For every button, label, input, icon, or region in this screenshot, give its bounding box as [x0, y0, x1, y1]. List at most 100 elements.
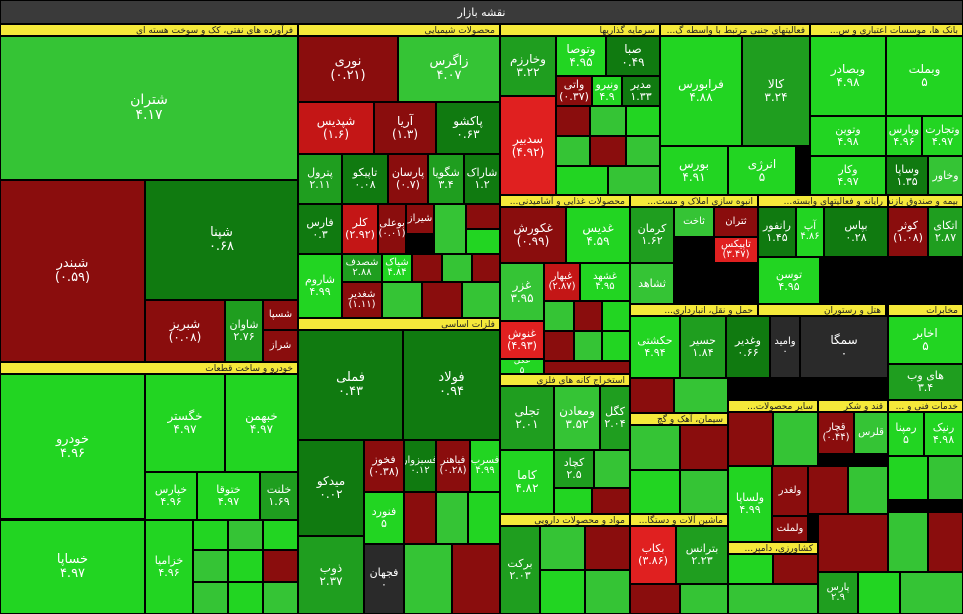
tile-11[interactable]: پاکشو ۰.۶۳ [436, 102, 500, 154]
tile-72[interactable]: تاپیکس (۳.۴۷) [714, 237, 758, 263]
minor-tile[interactable] [590, 106, 626, 136]
tile-94[interactable]: رمپنا ۵ [888, 412, 924, 456]
tile-16[interactable]: شاراک ۱.۲ [464, 154, 500, 204]
tile-95[interactable]: رنیک ۴.۹۸ [924, 412, 963, 456]
tile-1[interactable]: شبندر (۰.۵۹) [0, 180, 145, 362]
minor-tile[interactable] [263, 550, 298, 582]
minor-tile[interactable] [626, 136, 660, 166]
tile-23[interactable]: شاروم ۴.۹۹ [298, 254, 342, 318]
minor-tile[interactable] [728, 412, 773, 466]
tile-77[interactable]: اتکای ۲.۸۷ [928, 207, 963, 257]
tile-63[interactable]: غدیس ۴.۵۹ [566, 207, 630, 263]
tile-65[interactable]: غبهار (۲.۸۷) [544, 263, 580, 301]
minor-tile[interactable] [594, 450, 630, 488]
tile-68[interactable]: غگل ۵ [500, 359, 544, 374]
minor-tile[interactable] [630, 584, 680, 614]
minor-tile[interactable] [928, 512, 963, 572]
minor-tile[interactable] [858, 572, 900, 614]
tile-96[interactable]: ولساپا ۴.۹۹ [728, 466, 772, 542]
minor-tile[interactable] [466, 204, 500, 229]
tile-13[interactable]: تاپیکو ۰.۰۸ [342, 154, 388, 204]
minor-tile[interactable] [630, 378, 674, 413]
minor-tile[interactable] [540, 526, 585, 570]
tile-14[interactable]: پارسان (۰.۷) [388, 154, 428, 204]
tile-7[interactable]: نوری (۰.۲۱) [298, 36, 398, 102]
minor-tile[interactable] [472, 254, 500, 282]
minor-tile[interactable] [263, 520, 298, 550]
tile-22[interactable]: شیاک ۴.۸۴ [382, 254, 412, 282]
tile-102[interactable]: ولملت [772, 516, 808, 542]
tile-70[interactable]: ثاخت [674, 207, 714, 237]
minor-tile[interactable] [412, 254, 442, 282]
tile-98[interactable]: برکت ۲.۰۳ [500, 526, 540, 614]
minor-tile[interactable] [608, 166, 660, 195]
minor-tile[interactable] [193, 550, 228, 582]
tile-59[interactable]: فنورد ۵ [364, 492, 404, 544]
tile-9[interactable]: شپدیس (۱.۶) [298, 102, 374, 154]
minor-tile[interactable] [382, 282, 422, 318]
tile-41[interactable]: وکار ۴.۹۷ [810, 156, 886, 195]
minor-tile[interactable] [574, 301, 602, 331]
minor-tile[interactable] [263, 582, 298, 614]
tile-18[interactable]: کلر (۲.۹۲) [342, 204, 378, 254]
minor-tile[interactable] [544, 331, 574, 361]
tile-17[interactable]: فارس ۰.۳ [298, 204, 342, 254]
tile-33[interactable]: کالا ۳.۲۴ [742, 36, 810, 146]
tile-26[interactable]: وتوصا ۴.۹۵ [556, 36, 606, 76]
tile-67[interactable]: غنوش (۴.۹۳) [500, 321, 544, 359]
minor-tile[interactable] [888, 456, 928, 500]
minor-tile[interactable] [228, 550, 263, 582]
tile-21[interactable]: شصدف ۲.۸۸ [342, 254, 382, 282]
minor-tile[interactable] [404, 492, 436, 544]
tile-74[interactable]: آپ ۴.۸۶ [796, 207, 824, 257]
minor-tile[interactable] [592, 488, 630, 514]
tile-48[interactable]: ختوقا ۴.۹۷ [197, 472, 260, 520]
tile-4[interactable]: شاوان ۲.۷۶ [225, 300, 263, 362]
tile-92[interactable]: قچار (۰.۴۴) [818, 412, 854, 454]
tile-62[interactable]: غکورش (۰.۹۹) [500, 207, 566, 263]
minor-tile[interactable] [544, 361, 630, 374]
minor-tile[interactable] [900, 572, 963, 614]
tile-5[interactable]: شسپا [263, 300, 298, 330]
tile-56[interactable]: فسبزوار ۰.۱۲ [404, 440, 436, 492]
tile-76[interactable]: کوثر (۱.۰۸) [888, 207, 928, 257]
tile-44[interactable]: خودرو ۴.۹۶ [0, 374, 145, 519]
tile-99[interactable]: بکاب (۳.۸۶) [630, 526, 676, 584]
minor-tile[interactable] [540, 570, 585, 614]
tile-85[interactable]: حکشتی ۴.۹۴ [630, 316, 680, 378]
minor-tile[interactable] [728, 584, 818, 614]
tile-53[interactable]: فولاد ۰.۹۴ [403, 330, 500, 440]
tile-57[interactable]: فباهنر (۰.۲۸) [436, 440, 470, 492]
tile-34[interactable]: بورس ۴.۹۱ [660, 146, 728, 195]
tile-69[interactable]: کرمان ۱.۶۲ [630, 207, 674, 263]
minor-tile[interactable] [674, 378, 728, 413]
minor-tile[interactable] [626, 106, 660, 136]
tile-42[interactable]: وساپا ۱.۳۵ [886, 156, 928, 195]
minor-tile[interactable] [680, 470, 728, 514]
tile-87[interactable]: وغدیر ۰.۶۶ [726, 316, 770, 378]
tile-32[interactable]: فرابورس ۴.۸۸ [660, 36, 742, 146]
minor-tile[interactable] [602, 301, 630, 331]
minor-tile[interactable] [773, 554, 818, 584]
tile-19[interactable]: بوعلی (۰.۰۱) [378, 204, 406, 254]
tile-71[interactable]: ثتران [714, 207, 758, 237]
minor-tile[interactable] [630, 425, 680, 470]
minor-tile[interactable] [602, 331, 630, 361]
tile-12[interactable]: پترول ۲.۱۱ [298, 154, 342, 204]
tile-29[interactable]: ونیرو ۴.۹ [592, 76, 622, 106]
tile-28[interactable]: واتی (۰.۳۷) [556, 76, 592, 106]
minor-tile[interactable] [585, 526, 630, 570]
tile-91[interactable]: های وب ۳.۴ [888, 364, 963, 400]
minor-tile[interactable] [193, 582, 228, 614]
minor-tile[interactable] [556, 166, 608, 195]
minor-tile[interactable] [556, 136, 590, 166]
tile-82[interactable]: کگل ۲.۰۴ [600, 386, 630, 450]
minor-tile[interactable] [228, 582, 263, 614]
tile-36[interactable]: وبصادر ۴.۹۸ [810, 36, 886, 116]
minor-tile[interactable] [590, 136, 626, 166]
tile-15[interactable]: شگویا ۳.۴ [428, 154, 464, 204]
minor-tile[interactable] [228, 520, 263, 550]
minor-tile[interactable] [193, 520, 228, 550]
minor-tile[interactable] [556, 106, 590, 136]
minor-tile[interactable] [888, 512, 928, 572]
